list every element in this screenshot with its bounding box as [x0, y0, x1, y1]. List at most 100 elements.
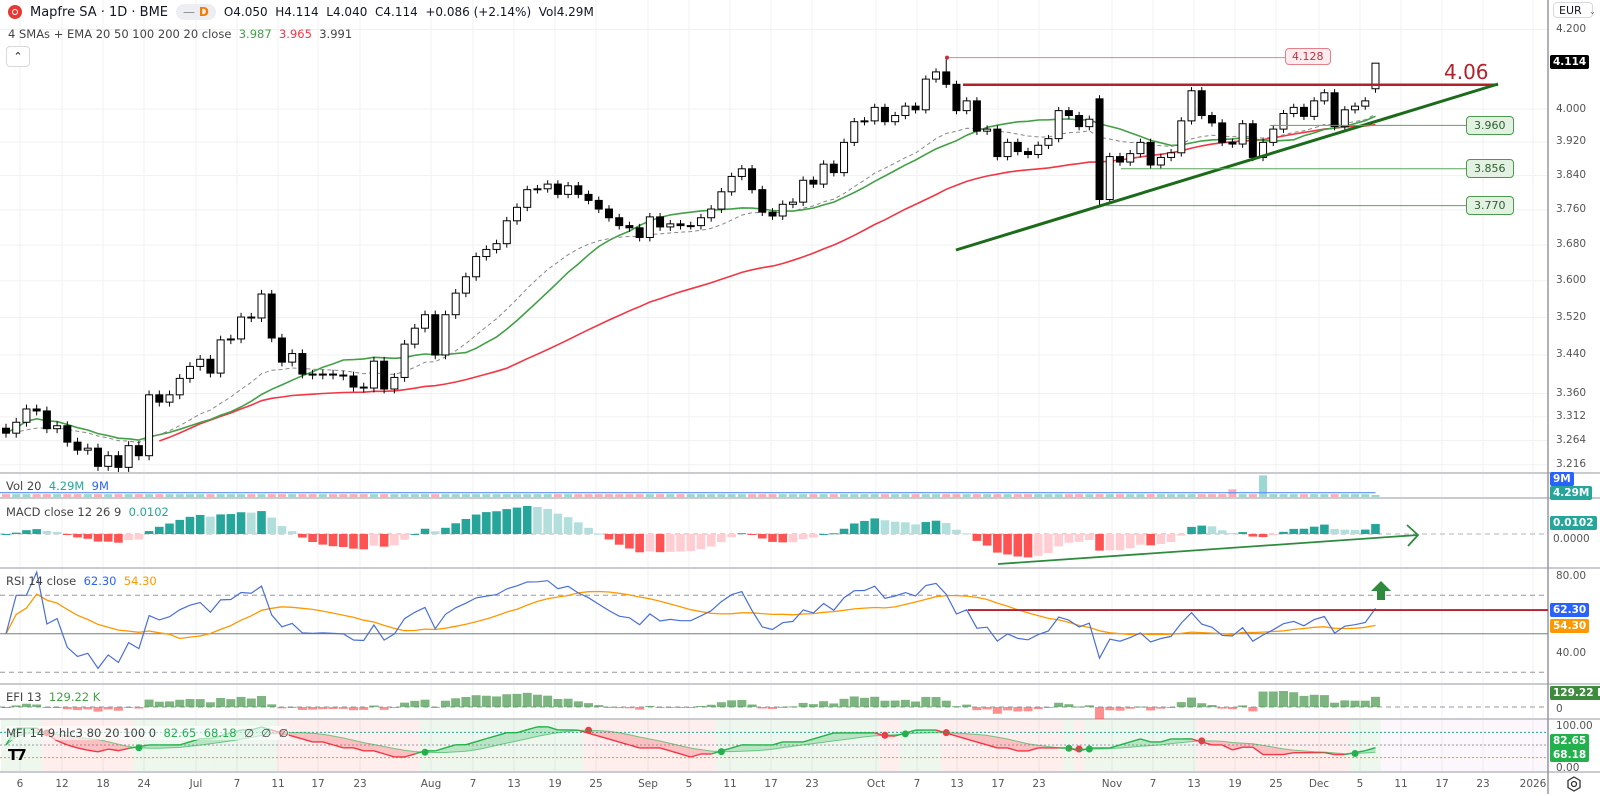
efi-zero-label: 0 [1556, 703, 1563, 716]
macd-histogram-bar [554, 514, 563, 534]
level-label-3770[interactable]: 3.770 [1466, 196, 1514, 215]
volume-bar [94, 494, 102, 497]
efi-bar [870, 697, 879, 707]
macd-histogram-bar [758, 534, 767, 538]
candle-body [33, 409, 40, 411]
candle-body [912, 106, 919, 110]
macd-histogram-bar [502, 509, 511, 534]
volume-bar [973, 494, 981, 497]
volume-bar [401, 494, 409, 497]
vol-legend[interactable]: Vol 20 4.29M 9M [6, 479, 109, 493]
macd-histogram-bar [1228, 533, 1237, 534]
efi-bar [390, 707, 399, 708]
mfi-background-zone [1370, 720, 1380, 771]
macd-histogram-bar [993, 534, 1002, 553]
mfi-tag: 82.65 [1550, 734, 1589, 748]
settings-gear-icon[interactable] [1566, 776, 1582, 792]
volume-bar [155, 494, 163, 497]
volume-bar [932, 494, 940, 497]
rsi-axis-40: 40.00 [1556, 647, 1586, 660]
volume-bar [278, 494, 286, 497]
macd-legend[interactable]: MACD close 12 26 9 0.0102 [6, 505, 169, 519]
macd-histogram-bar [789, 534, 798, 542]
symbol-title[interactable]: Mapfre SA · 1D · BME [30, 5, 168, 20]
macd-histogram-bar [584, 528, 593, 534]
efi-bar [737, 700, 746, 707]
macd-histogram-bar [83, 534, 92, 539]
macd-histogram-bar [1126, 534, 1135, 548]
mfi-legend[interactable]: MFI 14 9 hlc3 80 20 100 0 82.65 68.18 ∅ … [6, 726, 289, 740]
macd-histogram-bar [196, 515, 205, 534]
resistance-label[interactable]: 4.06 [1444, 60, 1489, 84]
time-axis-label: 25 [589, 778, 602, 790]
efi-bar [1064, 704, 1073, 707]
mfi-na-2: ∅ [261, 726, 271, 740]
macd-histogram-bar [697, 534, 706, 549]
candle-body [156, 395, 163, 402]
candle-body [1014, 142, 1021, 151]
macd-histogram-bar [227, 514, 236, 534]
mfi-background-zone [686, 720, 696, 771]
candle-body [534, 189, 541, 190]
efi-bar [1024, 707, 1033, 711]
candle-body [830, 164, 837, 172]
collapse-legend-button[interactable]: ⌃ [6, 46, 30, 67]
macd-histogram-bar [1003, 534, 1012, 554]
efi-bar [502, 694, 511, 707]
tradingview-logo-icon[interactable]: T7 [8, 746, 25, 764]
candle-body [697, 218, 704, 226]
macd-histogram-bar [768, 534, 777, 542]
mfi-background-zone [1166, 720, 1176, 771]
efi-bar [1238, 705, 1247, 707]
candle-body [779, 204, 786, 216]
candle-body [1239, 124, 1246, 144]
candle-body [922, 79, 929, 110]
ma-legend[interactable]: 4 SMAs + EMA 20 50 100 200 20 close 3.98… [8, 27, 352, 41]
candle-body [13, 422, 20, 433]
candle-body [330, 374, 337, 375]
macd-histogram-bar [717, 534, 726, 542]
level-label-3960[interactable]: 3.960 [1466, 116, 1514, 135]
volume-bar [963, 494, 971, 497]
level-label-3856[interactable]: 3.856 [1466, 159, 1514, 178]
efi-bar [543, 696, 552, 707]
rsi-legend[interactable]: RSI 14 close 62.30 54.30 [6, 574, 157, 588]
macd-histogram-bar [431, 531, 440, 534]
vol-tag: 4.29M [1550, 486, 1592, 500]
macd-histogram-bar [1157, 534, 1166, 544]
volume-bar [912, 494, 920, 497]
efi-bar [461, 697, 470, 707]
candle-body [422, 315, 429, 328]
mfi-na-1: ∅ [244, 726, 254, 740]
candle-body [1137, 142, 1144, 153]
sma20-line [6, 116, 1376, 440]
volume-bar [1106, 494, 1114, 497]
interval-badge[interactable]: — D [176, 4, 216, 20]
macd-histogram-bar [870, 518, 879, 534]
macd-histogram-bar [686, 534, 695, 551]
efi-legend[interactable]: EFI 13 129.22 K [6, 690, 100, 704]
efi-bar [32, 704, 41, 707]
volume-bar [1034, 494, 1042, 497]
macd-histogram-bar [73, 534, 82, 537]
volume-bar [1300, 494, 1308, 497]
candle-body [789, 202, 796, 204]
volume-bar [544, 494, 552, 497]
ohlc-readout: O4.050 H4.114 L4.040 C4.114 +0.086 (+2.1… [224, 5, 594, 19]
efi-bar [196, 699, 205, 707]
efi-bar [645, 706, 654, 707]
efi-bar [472, 695, 481, 707]
high-price-label[interactable]: 4.128 [1285, 48, 1331, 65]
efi-bar [799, 703, 808, 707]
efi-bar [114, 707, 123, 711]
mfi-title: MFI 14 9 hlc3 80 20 100 0 [6, 726, 156, 740]
volume-bar [298, 494, 306, 497]
macd-histogram-bar [441, 528, 450, 534]
candle-body [84, 448, 91, 450]
macd-histogram-bar [53, 532, 62, 534]
efi-bar [840, 699, 849, 707]
efi-bar [175, 700, 184, 707]
macd-title: MACD close 12 26 9 [6, 505, 121, 519]
currency-dropdown[interactable]: EUR ⌄ [1553, 2, 1593, 18]
